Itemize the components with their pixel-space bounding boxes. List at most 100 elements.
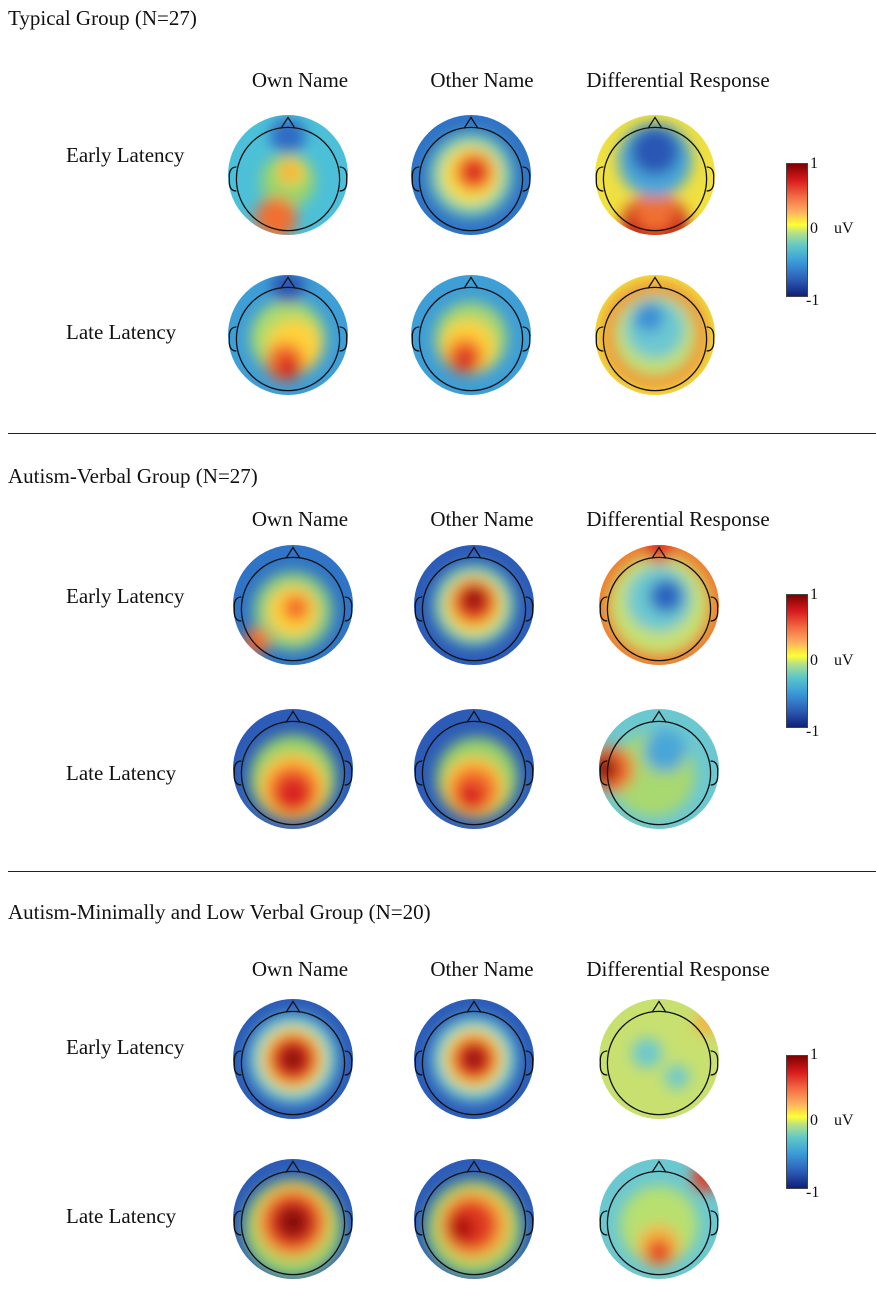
topomap-early-own-name (233, 999, 353, 1119)
head-outline (235, 286, 341, 392)
head-outline (240, 1170, 346, 1276)
activation-region (243, 627, 271, 655)
topomap-early-own-name (228, 115, 348, 235)
right-ear-outline (344, 596, 353, 622)
colorbar-zero-label: 0 (810, 1112, 818, 1129)
nose-outline (463, 276, 479, 289)
activation-region (283, 166, 296, 178)
section-divider (8, 871, 876, 872)
activation-region (448, 1214, 476, 1242)
left-ear-outline (414, 760, 423, 786)
topomap-late-own-name (233, 709, 353, 829)
nose-outline (647, 116, 663, 129)
colorbar-unit-label: uV (834, 1112, 854, 1129)
head-outline (421, 1170, 527, 1276)
head-outline (418, 286, 524, 392)
topomap-early-own-name (233, 545, 353, 665)
column-header-own-name: Own Name (251, 507, 349, 531)
activation-region (276, 1205, 310, 1239)
column-header-differential-response: Differential Response (586, 507, 770, 531)
column-header-own-name: Own Name (251, 957, 349, 981)
left-ear-outline (233, 596, 242, 622)
activation-region (634, 302, 664, 332)
group-panel-autism-minimally-low-verbal: Autism-Minimally and Low Verbal Group (N… (0, 868, 876, 1301)
colorbar-zero-label: 0 (810, 220, 818, 237)
right-ear-outline (710, 596, 719, 622)
right-ear-outline (710, 1050, 719, 1076)
activation-region (455, 350, 475, 370)
group-title: Typical Group (N=27) (8, 6, 197, 30)
section-divider (8, 433, 876, 434)
right-ear-outline (710, 1210, 719, 1236)
right-ear-outline (525, 1210, 534, 1236)
head-outline (606, 556, 712, 662)
left-ear-outline (595, 166, 604, 192)
colorbar-min-label: -1 (806, 1184, 820, 1201)
activation-region (463, 1048, 485, 1070)
head-outline (602, 286, 708, 392)
topomap-late-other-name (411, 275, 531, 395)
activation-region (631, 127, 679, 175)
nose-outline (466, 1000, 482, 1013)
column-header-other-name: Other Name (430, 507, 534, 531)
right-ear-outline (706, 326, 715, 352)
head-outline (421, 720, 527, 826)
right-ear-outline (706, 166, 715, 192)
nose-outline (647, 276, 663, 289)
head-outline (606, 1170, 712, 1276)
head-outline (606, 720, 712, 826)
head-outline (240, 1010, 346, 1116)
right-ear-outline (525, 596, 534, 622)
activation-region (457, 782, 485, 810)
right-ear-outline (344, 760, 353, 786)
colorbar-unit-label: uV (834, 652, 854, 669)
activation-region (463, 161, 485, 183)
colorbar (786, 594, 808, 728)
nose-outline (463, 116, 479, 129)
nose-outline (285, 710, 301, 723)
left-ear-outline (228, 166, 237, 192)
colorbar-zero-label: 0 (810, 652, 818, 669)
nose-outline (285, 1000, 301, 1013)
topomap-late-other-name (414, 1159, 534, 1279)
nose-outline (285, 1160, 301, 1173)
activation-region (255, 197, 297, 235)
topomap-late-differential (599, 709, 719, 829)
activation-region (279, 1045, 307, 1073)
left-ear-outline (414, 1210, 423, 1236)
nose-outline (651, 1160, 667, 1173)
topomap-early-other-name (414, 545, 534, 665)
nose-outline (280, 116, 296, 129)
left-ear-outline (411, 166, 420, 192)
left-ear-outline (414, 596, 423, 622)
activation-region (632, 1038, 662, 1068)
nose-outline (651, 1000, 667, 1013)
colorbar-max-label: 1 (810, 155, 818, 172)
left-ear-outline (411, 326, 420, 352)
row-label-early-latency: Early Latency (66, 584, 185, 608)
topomap-late-own-name (228, 275, 348, 395)
column-header-other-name: Other Name (430, 68, 534, 92)
activation-region (599, 755, 619, 783)
topomap-late-other-name (414, 709, 534, 829)
colorbar-max-label: 1 (810, 586, 818, 603)
head-outline (421, 556, 527, 662)
colorbar-max-label: 1 (810, 1046, 818, 1063)
left-ear-outline (233, 1050, 242, 1076)
head-outline (421, 1010, 527, 1116)
activation-region (649, 579, 683, 613)
head-outline (418, 126, 524, 232)
right-ear-outline (344, 1050, 353, 1076)
left-ear-outline (599, 1210, 608, 1236)
left-ear-outline (595, 326, 604, 352)
group-title: Autism-Verbal Group (N=27) (8, 464, 258, 488)
topomap-early-other-name (414, 999, 534, 1119)
column-header-own-name: Own Name (251, 68, 349, 92)
colorbar (786, 163, 808, 297)
colorbar-min-label: -1 (806, 292, 820, 309)
head-outline (240, 556, 346, 662)
left-ear-outline (599, 596, 608, 622)
activation-region (665, 1065, 689, 1089)
topomap-early-differential (599, 999, 719, 1119)
topomap-late-differential (599, 1159, 719, 1279)
